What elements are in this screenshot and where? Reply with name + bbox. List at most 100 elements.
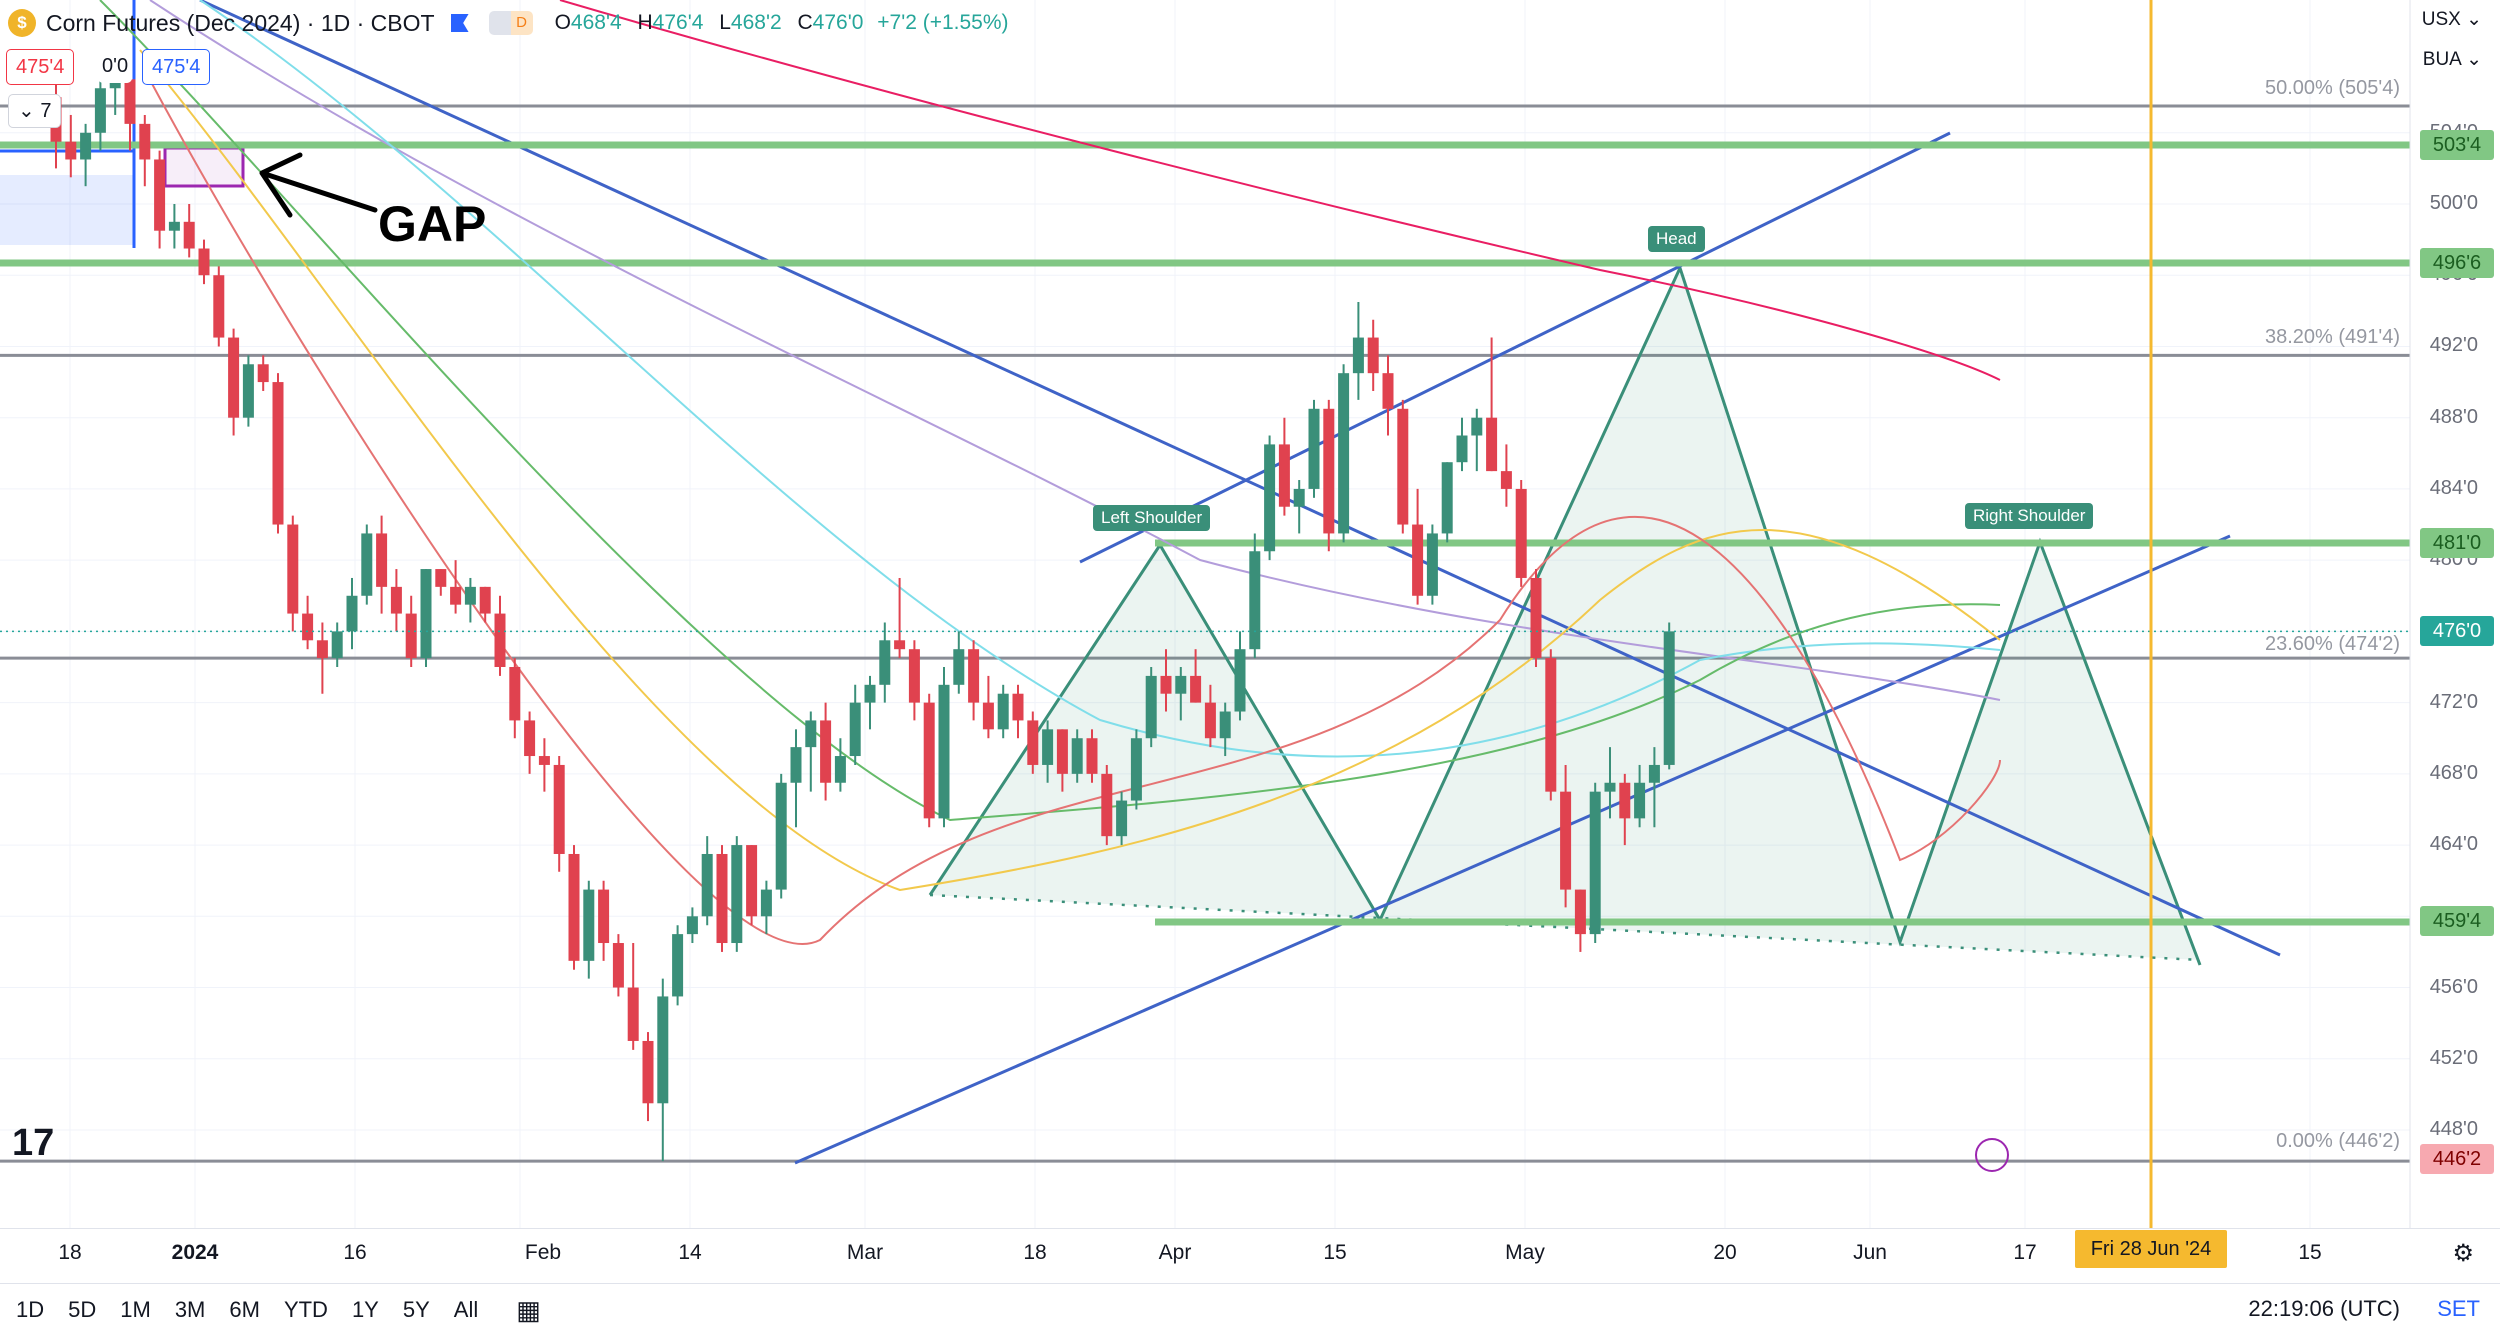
session-settings[interactable]: SET: [2437, 1296, 2480, 1321]
chart-header: $ Corn Futures (Dec 2024) · 1D · CBOT D …: [0, 4, 1009, 42]
time-tick-label: 16: [343, 1241, 367, 1264]
candle-body: [672, 934, 684, 997]
crosshair-date-tag: Fri 28 Jun '24: [2075, 1230, 2227, 1268]
candle-body: [1278, 444, 1290, 507]
price-tick-label: 484'0: [2429, 476, 2478, 499]
candle-body: [1012, 693, 1024, 721]
pattern-fill: [930, 268, 2200, 965]
candle-body: [1219, 711, 1231, 739]
candle-body: [464, 586, 476, 605]
buy-button[interactable]: 475'4: [142, 49, 211, 85]
time-tick-label: 2024: [171, 1241, 219, 1264]
time-tick-label: 17: [2013, 1241, 2037, 1264]
candle-body: [1190, 675, 1202, 703]
low-price-tag: 446'2: [2420, 1144, 2494, 1174]
gap-arrow: [259, 152, 378, 218]
candle-body: [390, 586, 402, 614]
candle-body: [1204, 702, 1216, 739]
range-1y[interactable]: 1Y: [351, 1297, 379, 1322]
time-tick-label: Jun: [1853, 1241, 1887, 1264]
moving-average-line: [199, 0, 2001, 758]
sell-button[interactable]: 475'4: [6, 49, 75, 85]
candle-body: [1530, 577, 1542, 659]
candle-body: [953, 649, 965, 685]
candle-body: [509, 667, 521, 721]
candle-body: [968, 649, 980, 703]
price-tick-label: 448'0: [2429, 1118, 2478, 1140]
candle-body: [1130, 738, 1142, 801]
candle-body: [746, 845, 758, 917]
range-1m[interactable]: 1M: [120, 1297, 151, 1322]
candle-body: [997, 693, 1009, 730]
candle-body: [228, 337, 240, 418]
range-ytd[interactable]: YTD: [283, 1297, 328, 1322]
candle-body: [805, 720, 817, 748]
session-badge[interactable]: D: [488, 11, 533, 35]
candle-body: [287, 524, 299, 614]
candle-body: [1486, 417, 1498, 472]
range-5y[interactable]: 5Y: [402, 1297, 430, 1322]
flag-icon[interactable]: [450, 14, 469, 32]
candle-body: [716, 853, 728, 944]
candle-body: [834, 756, 846, 783]
fib-0-label: 0.00% (446'2): [2276, 1130, 2400, 1152]
time-tick-label: 20: [1713, 1241, 1737, 1264]
time-tick-label: Apr: [1158, 1241, 1192, 1264]
candle-body: [1086, 738, 1098, 774]
candle-body: [1323, 408, 1335, 534]
candle-body: [775, 782, 787, 890]
candle-body: [213, 275, 225, 338]
head-label[interactable]: Head: [1648, 226, 1705, 252]
calendar-icon[interactable]: ▦: [516, 1294, 541, 1325]
candle-body: [1293, 488, 1305, 507]
currency-select[interactable]: USX ⌄: [2421, 9, 2482, 30]
level-tag-459[interactable]: 459'4: [2420, 906, 2494, 936]
lightning-icon: [1975, 1138, 2009, 1172]
range-6m[interactable]: 6M: [229, 1297, 260, 1322]
time-axis[interactable]: 18 2024 16 Feb 14 Mar 18 Apr 15 May 20 Jun 17 15 ⚙: [0, 1228, 2500, 1275]
candle-body: [1456, 435, 1468, 463]
moving-average-line: [559, 0, 2001, 381]
candle-body: [1101, 773, 1113, 837]
candle-body: [94, 88, 106, 133]
level-tag-496[interactable]: 496'6: [2420, 248, 2494, 278]
candle-body: [612, 943, 624, 988]
price-chart[interactable]: 17: [0, 0, 2500, 1230]
spread-value: 0'0: [98, 49, 133, 83]
candle-body: [435, 569, 447, 587]
gap-annotation[interactable]: GAP: [378, 196, 487, 252]
candle-body: [1648, 764, 1660, 783]
candle-body: [1619, 782, 1631, 819]
right-shoulder-label[interactable]: Right Shoulder: [1965, 503, 2094, 529]
clock[interactable]: 22:19:06 (UTC): [2248, 1296, 2400, 1321]
settings-gear-icon[interactable]: ⚙: [2452, 1240, 2474, 1267]
candle-body: [538, 756, 550, 765]
candle-body: [1367, 337, 1379, 374]
range-5d[interactable]: 5D: [68, 1297, 97, 1322]
range-1d[interactable]: 1D: [16, 1297, 45, 1322]
candle-body: [1515, 488, 1527, 578]
time-tick-label: May: [1505, 1241, 1545, 1264]
candle-body: [553, 764, 565, 854]
range-3m[interactable]: 3M: [174, 1297, 206, 1322]
candle-body: [154, 159, 166, 231]
candle-body: [938, 684, 950, 819]
symbol-title[interactable]: Corn Futures (Dec 2024) · 1D · CBOT: [46, 9, 435, 36]
ohlc-values: O468'4 H476'4 L468'2 C476'0 +7'2 (+1.55%…: [554, 11, 1009, 34]
candle-body: [450, 586, 462, 605]
left-shoulder-label[interactable]: Left Shoulder: [1093, 505, 1211, 531]
price-tick-label: 452'0: [2429, 1046, 2478, 1069]
candle-body: [524, 720, 536, 757]
indicators-toggle[interactable]: ⌄ 7: [8, 94, 62, 128]
level-tag-503[interactable]: 503'4: [2420, 130, 2494, 160]
range-all[interactable]: All: [453, 1297, 479, 1322]
candle-body: [405, 613, 417, 659]
candle-body: [361, 533, 373, 596]
unit-select[interactable]: BUA ⌄: [2422, 49, 2482, 70]
candle-body: [1426, 533, 1438, 596]
candle-body: [1249, 551, 1261, 650]
candle-body: [346, 595, 358, 632]
level-tag-481[interactable]: 481'0: [2420, 528, 2494, 558]
fib-382-label: 38.20% (491'4): [2264, 326, 2400, 348]
candle-body: [272, 382, 284, 525]
